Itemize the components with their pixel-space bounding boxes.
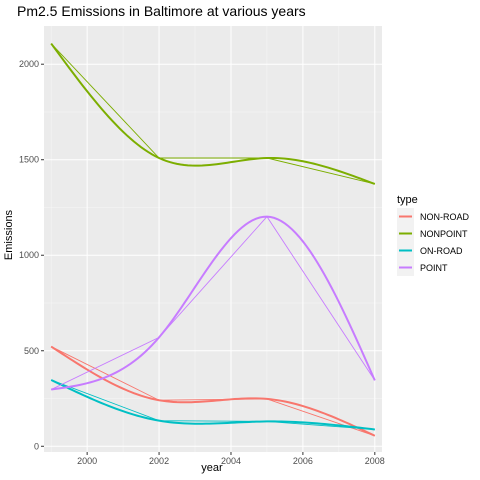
series-line-nonpoint — [50, 43, 375, 185]
series-smooth-point — [51, 215, 376, 391]
x-tick-label: 2004 — [221, 456, 241, 466]
series-smooth-non-road — [50, 345, 376, 437]
legend-label-point: POINT — [420, 263, 448, 273]
legend-label-on-road: ON-ROAD — [420, 246, 463, 256]
x-tick-label: 2002 — [149, 456, 169, 466]
series-smooth-on-road — [50, 379, 375, 431]
legend: type NON-ROAD NONPOINT ON-ROAD POINT — [397, 194, 469, 276]
y-axis-label: Emissions — [3, 209, 15, 260]
series-smooth-nonpoint — [50, 42, 376, 185]
y-tick-label: 500 — [24, 346, 39, 356]
legend-label-non-road: NON-ROAD — [420, 212, 469, 222]
series-line-non-road — [50, 346, 375, 437]
x-axis-label: year — [201, 462, 223, 474]
series-line-point — [50, 215, 376, 390]
y-tick-label: 1000 — [19, 250, 39, 260]
legend-title: type — [397, 194, 418, 206]
plot-panel — [44, 26, 382, 452]
series-layer — [50, 42, 376, 437]
x-tick-label: 2008 — [365, 456, 385, 466]
series-non-road — [50, 345, 376, 437]
y-tick-label: 1500 — [19, 155, 39, 165]
series-line-on-road — [51, 379, 375, 430]
y-tick-label: 0 — [34, 441, 39, 451]
y-axis: 0 500 1000 1500 2000 — [19, 59, 44, 451]
series-on-road — [50, 379, 375, 431]
legend-label-nonpoint: NONPOINT — [420, 229, 468, 239]
series-point — [50, 215, 376, 391]
y-tick-label: 2000 — [19, 59, 39, 69]
x-tick-label: 2000 — [77, 456, 97, 466]
x-axis: 2000 2002 2004 2006 2008 — [77, 452, 385, 466]
x-tick-label: 2006 — [293, 456, 313, 466]
chart-title: Pm2.5 Emissions in Baltimore at various … — [17, 3, 306, 19]
series-nonpoint — [50, 42, 376, 185]
